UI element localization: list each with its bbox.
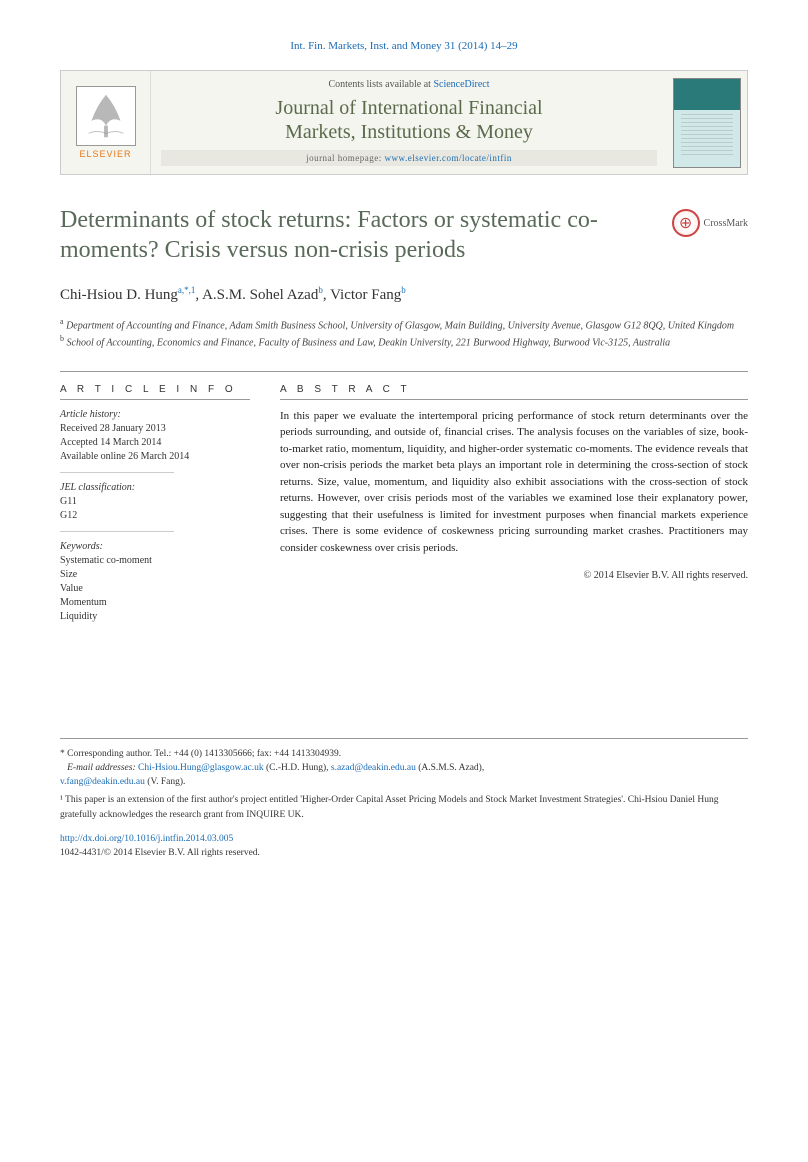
history-block: Article history: Received 28 January 201… xyxy=(60,408,250,624)
kw-1: Size xyxy=(60,568,250,582)
article-info-column: A R T I C L E I N F O Article history: R… xyxy=(60,384,250,638)
footer: * Corresponding author. Tel.: +44 (0) 14… xyxy=(60,738,748,861)
keywords-label: Keywords: xyxy=(60,540,250,554)
email-line: E-mail addresses: Chi-Hsiou.Hung@glasgow… xyxy=(60,761,748,790)
affiliation-b-text: School of Accounting, Economics and Fina… xyxy=(67,338,671,349)
affiliation-a-text: Department of Accounting and Finance, Ad… xyxy=(66,320,734,331)
email-1-who: (A.S.M.S. Azad) xyxy=(418,763,482,773)
sciencedirect-link[interactable]: ScienceDirect xyxy=(433,79,489,90)
elsevier-logo: ELSEVIER xyxy=(61,71,151,174)
kw-2: Value xyxy=(60,582,250,596)
abstract-head: A B S T R A C T xyxy=(280,384,748,400)
abstract-text: In this paper we evaluate the intertempo… xyxy=(280,408,748,557)
affiliation-b: b School of Accounting, Economics and Fi… xyxy=(60,333,748,350)
email-2[interactable]: v.fang@deakin.edu.au xyxy=(60,777,145,787)
contents-available: Contents lists available at ScienceDirec… xyxy=(161,79,657,90)
affiliations: a Department of Accounting and Finance, … xyxy=(60,316,748,351)
journal-name-l1: Journal of International Financial xyxy=(275,97,542,119)
kw-0: Systematic co-moment xyxy=(60,554,250,568)
doi-link[interactable]: http://dx.doi.org/10.1016/j.intfin.2014.… xyxy=(60,834,233,844)
elsevier-word: ELSEVIER xyxy=(79,149,131,159)
crossmark-badge[interactable]: ⊕ CrossMark xyxy=(672,209,748,237)
kw-3: Momentum xyxy=(60,596,250,610)
email-label: E-mail addresses: xyxy=(67,763,136,773)
homepage-prefix: journal homepage: xyxy=(306,153,384,163)
homepage-line: journal homepage: www.elsevier.com/locat… xyxy=(161,150,657,166)
email-0[interactable]: Chi-Hsiou.Hung@glasgow.ac.uk xyxy=(138,763,264,773)
journal-cover xyxy=(667,71,747,174)
abstract-column: A B S T R A C T In this paper we evaluat… xyxy=(280,384,748,638)
email-1[interactable]: s.azad@deakin.edu.au xyxy=(331,763,416,773)
jel-label: JEL classification: xyxy=(60,481,250,495)
authors-line: Chi-Hsiou D. Hunga,*,1, A.S.M. Sohel Aza… xyxy=(60,285,748,304)
footnote-1: ¹ This paper is an extension of the firs… xyxy=(60,793,748,822)
contents-prefix: Contents lists available at xyxy=(328,79,433,90)
crossmark-icon: ⊕ xyxy=(672,209,700,237)
journal-header: ELSEVIER Contents lists available at Sci… xyxy=(60,70,748,175)
jel-1: G12 xyxy=(60,509,250,523)
history-accepted: Accepted 14 March 2014 xyxy=(60,436,250,450)
jel-0: G11 xyxy=(60,495,250,509)
journal-name: Journal of International Financial Marke… xyxy=(161,96,657,144)
cover-thumbnail-icon xyxy=(673,78,741,168)
citation-line: Int. Fin. Markets, Inst. and Money 31 (2… xyxy=(60,40,748,52)
affiliation-a: a Department of Accounting and Finance, … xyxy=(60,316,748,333)
article-info-head: A R T I C L E I N F O xyxy=(60,384,250,400)
history-label: Article history: xyxy=(60,408,250,422)
history-online: Available online 26 March 2014 xyxy=(60,450,250,464)
homepage-link[interactable]: www.elsevier.com/locate/intfin xyxy=(385,153,512,163)
divider xyxy=(60,371,748,372)
issn-copyright: 1042-4431/© 2014 Elsevier B.V. All right… xyxy=(60,848,260,858)
header-center: Contents lists available at ScienceDirec… xyxy=(151,71,667,174)
crossmark-label: CrossMark xyxy=(704,218,748,229)
history-received: Received 28 January 2013 xyxy=(60,422,250,436)
abstract-copyright: © 2014 Elsevier B.V. All rights reserved… xyxy=(280,570,748,581)
email-0-who: (C.-H.D. Hung) xyxy=(266,763,326,773)
corresponding-author: * Corresponding author. Tel.: +44 (0) 14… xyxy=(60,747,748,761)
article-title: Determinants of stock returns: Factors o… xyxy=(60,205,652,265)
kw-4: Liquidity xyxy=(60,610,250,624)
email-2-who: (V. Fang) xyxy=(147,777,183,787)
journal-name-l2: Markets, Institutions & Money xyxy=(285,121,533,143)
doi-line: http://dx.doi.org/10.1016/j.intfin.2014.… xyxy=(60,832,748,861)
elsevier-tree-icon xyxy=(76,86,136,146)
